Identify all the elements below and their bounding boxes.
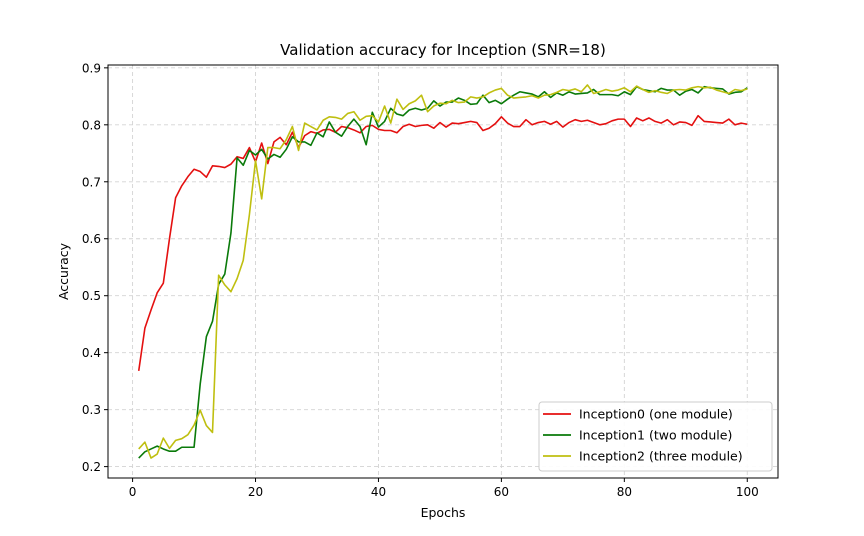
- legend: Inception0 (one module) Inception1 (two m…: [538, 401, 773, 472]
- y-tick-label: 0.5: [82, 289, 101, 303]
- legend-entry-1: Inception1 (two module): [579, 428, 732, 443]
- y-tick-label: 0.2: [82, 460, 101, 474]
- x-axis-label: Epochs: [421, 505, 466, 520]
- y-tick-label: 0.9: [82, 61, 101, 75]
- y-tick-label: 0.7: [82, 175, 101, 189]
- x-tick-label: 40: [371, 485, 386, 499]
- y-tick-label: 0.6: [82, 232, 101, 246]
- x-tick-label: 100: [736, 485, 759, 499]
- x-tick-label: 0: [129, 485, 137, 499]
- legend-box: [538, 401, 773, 472]
- axis-ticks: 0 20 40 60 80 100 0.2 0.3 0.4 0.5 0.6 0.7 0.8 0.9: [82, 61, 759, 499]
- y-tick-label: 0.3: [82, 403, 101, 417]
- legend-entry-2: Inception2 (three module): [579, 449, 743, 464]
- series-line-0: [137, 114, 748, 372]
- series-lines: [137, 84, 748, 459]
- plot-area-frame: [107, 64, 779, 479]
- x-tick-label: 60: [494, 485, 509, 499]
- y-tick-label: 0.8: [82, 118, 101, 132]
- x-tick-label: 80: [617, 485, 632, 499]
- chart-title: Validation accuracy for Inception (SNR=1…: [280, 41, 606, 59]
- legend-entry-0: Inception0 (one module): [579, 407, 733, 422]
- y-tick-label: 0.4: [82, 346, 101, 360]
- series-line-2: [138, 84, 748, 459]
- x-tick-label: 20: [248, 485, 263, 499]
- y-axis-label: Accuracy: [56, 242, 71, 300]
